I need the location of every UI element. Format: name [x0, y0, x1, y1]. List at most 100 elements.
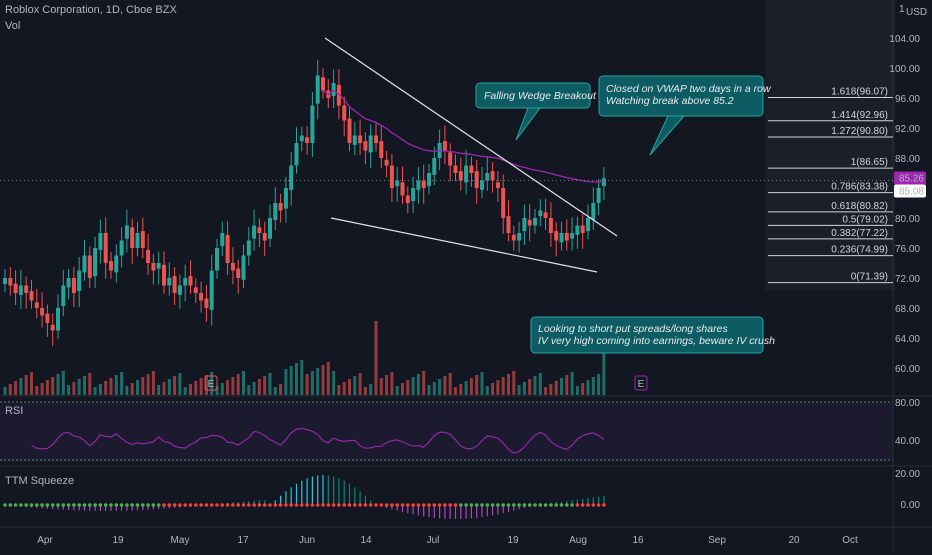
prev-price-badge: [894, 184, 926, 198]
time-axis-label: 17: [237, 535, 249, 546]
price-tick-label: 72.00: [895, 274, 920, 285]
candle-body: [151, 263, 156, 271]
vwap-callout-pointer: [649, 115, 686, 156]
candle-body: [421, 180, 426, 188]
ttm-squeeze-dot: [469, 503, 474, 507]
wedge-upper-trendline: [324, 37, 618, 237]
candle-body: [220, 233, 225, 247]
volume-bar: [14, 381, 18, 395]
ttm-squeeze-dot: [443, 503, 447, 507]
ttm-squeeze-dot: [204, 503, 209, 507]
volume-bar: [443, 376, 447, 395]
ttm-squeeze-dot: [35, 503, 39, 507]
candle-body: [34, 302, 39, 308]
volume-bar: [581, 383, 585, 395]
candle-body: [225, 234, 230, 263]
candle-body: [474, 171, 479, 188]
volume-bar: [220, 383, 224, 395]
candle-body: [548, 218, 553, 233]
rsi-label[interactable]: RSI: [5, 405, 24, 417]
wedge-annotation-text: Falling Wedge Breakout: [484, 90, 596, 102]
volume-bar: [24, 375, 28, 395]
price-tick-label: 88.00: [895, 154, 920, 165]
volume-bar: [263, 376, 267, 395]
ttm-squeeze-dot: [294, 503, 299, 507]
candle-body: [289, 165, 294, 190]
volume-bar: [189, 384, 192, 395]
volume-bar: [114, 375, 118, 395]
volume-bar: [61, 371, 65, 395]
ttm-squeeze-dot: [432, 503, 437, 507]
candle-body: [427, 173, 431, 187]
candle-body: [71, 278, 76, 293]
ttm-squeeze-dot: [252, 503, 256, 507]
volume-bar: [136, 380, 139, 395]
ttm-squeeze-dot: [188, 503, 193, 507]
volume-bar: [279, 384, 283, 395]
candle-body: [13, 283, 18, 293]
plan-annotation[interactable]: Looking to short put spreads/long shares…: [538, 323, 775, 347]
candle-body: [506, 216, 511, 233]
volume-bar: [93, 387, 97, 395]
fib-level-label: 0.382(77.22): [831, 228, 888, 239]
candle-body: [453, 165, 458, 173]
ttm-squeeze-dot: [347, 503, 352, 507]
ttm-squeeze-dot: [262, 503, 267, 507]
candle-body: [511, 234, 516, 241]
ttm-squeeze-dot: [315, 503, 320, 507]
volume-bar: [316, 368, 320, 395]
ttm-squeeze-dot: [575, 503, 580, 507]
volume-bar: [157, 385, 161, 395]
volume-bar: [109, 378, 113, 395]
volume-bar: [591, 377, 595, 395]
ttm-squeeze-dot: [247, 503, 251, 507]
candle-body: [241, 255, 246, 280]
time-axis-label: May: [171, 535, 190, 546]
candle-body: [321, 77, 325, 91]
volume-bar: [416, 374, 420, 395]
volume-bar: [35, 386, 39, 395]
ttm-squeeze-dot: [326, 503, 331, 507]
ttm-label[interactable]: TTM Squeeze: [5, 475, 75, 487]
ttm-squeeze-dot: [374, 503, 378, 507]
candle-body: [305, 137, 310, 143]
volume-label[interactable]: Vol: [5, 20, 21, 32]
candle-body: [40, 308, 45, 316]
candle-body: [374, 135, 378, 143]
volume-bar: [501, 377, 505, 395]
volume-bar: [374, 321, 378, 395]
volume-bar: [475, 375, 479, 395]
ttm-squeeze-dot: [156, 503, 161, 507]
ttm-squeeze-dot: [570, 503, 574, 507]
symbol-title[interactable]: Roblox Corporation, 1D, Cboe BZX: [5, 4, 177, 16]
volume-bar: [45, 380, 49, 395]
ttm-squeeze-dot: [517, 503, 521, 507]
price-tick-label: 104.00: [889, 34, 920, 45]
volume-bar: [310, 371, 314, 395]
wedge-annotation[interactable]: Falling Wedge Breakout: [484, 90, 596, 102]
price-tick-label: 92.00: [895, 124, 920, 135]
volume-bar: [337, 385, 341, 395]
currency-menu-number[interactable]: 1: [899, 4, 905, 15]
ttm-squeeze-dot: [29, 503, 34, 507]
vwap-annotation[interactable]: Closed on VWAP two days in a row Watchin…: [606, 83, 771, 107]
time-axis-label: 14: [360, 535, 372, 546]
candle-body: [146, 249, 151, 263]
candle-body: [543, 212, 548, 218]
ttm-squeeze-dot: [278, 503, 283, 507]
candle-body: [533, 218, 537, 226]
volume-bar: [289, 366, 293, 395]
ttm-squeeze-dot: [19, 503, 23, 507]
volume-bar: [98, 384, 102, 395]
volume-bar: [204, 375, 208, 395]
currency-label[interactable]: USD: [906, 7, 928, 18]
ttm-squeeze-dot: [151, 503, 156, 507]
ttm-squeeze-dot: [427, 503, 431, 507]
earnings-marker: [634, 375, 648, 391]
time-axis-label: 16: [632, 535, 644, 546]
candle-body: [347, 118, 352, 143]
ttm-squeeze-dot: [512, 503, 516, 507]
ttm-squeeze-dot: [56, 503, 60, 507]
